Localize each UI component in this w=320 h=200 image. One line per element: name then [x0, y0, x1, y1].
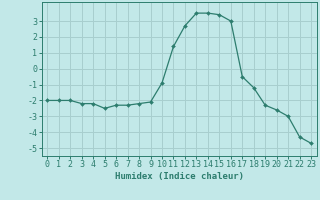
X-axis label: Humidex (Indice chaleur): Humidex (Indice chaleur) — [115, 172, 244, 181]
